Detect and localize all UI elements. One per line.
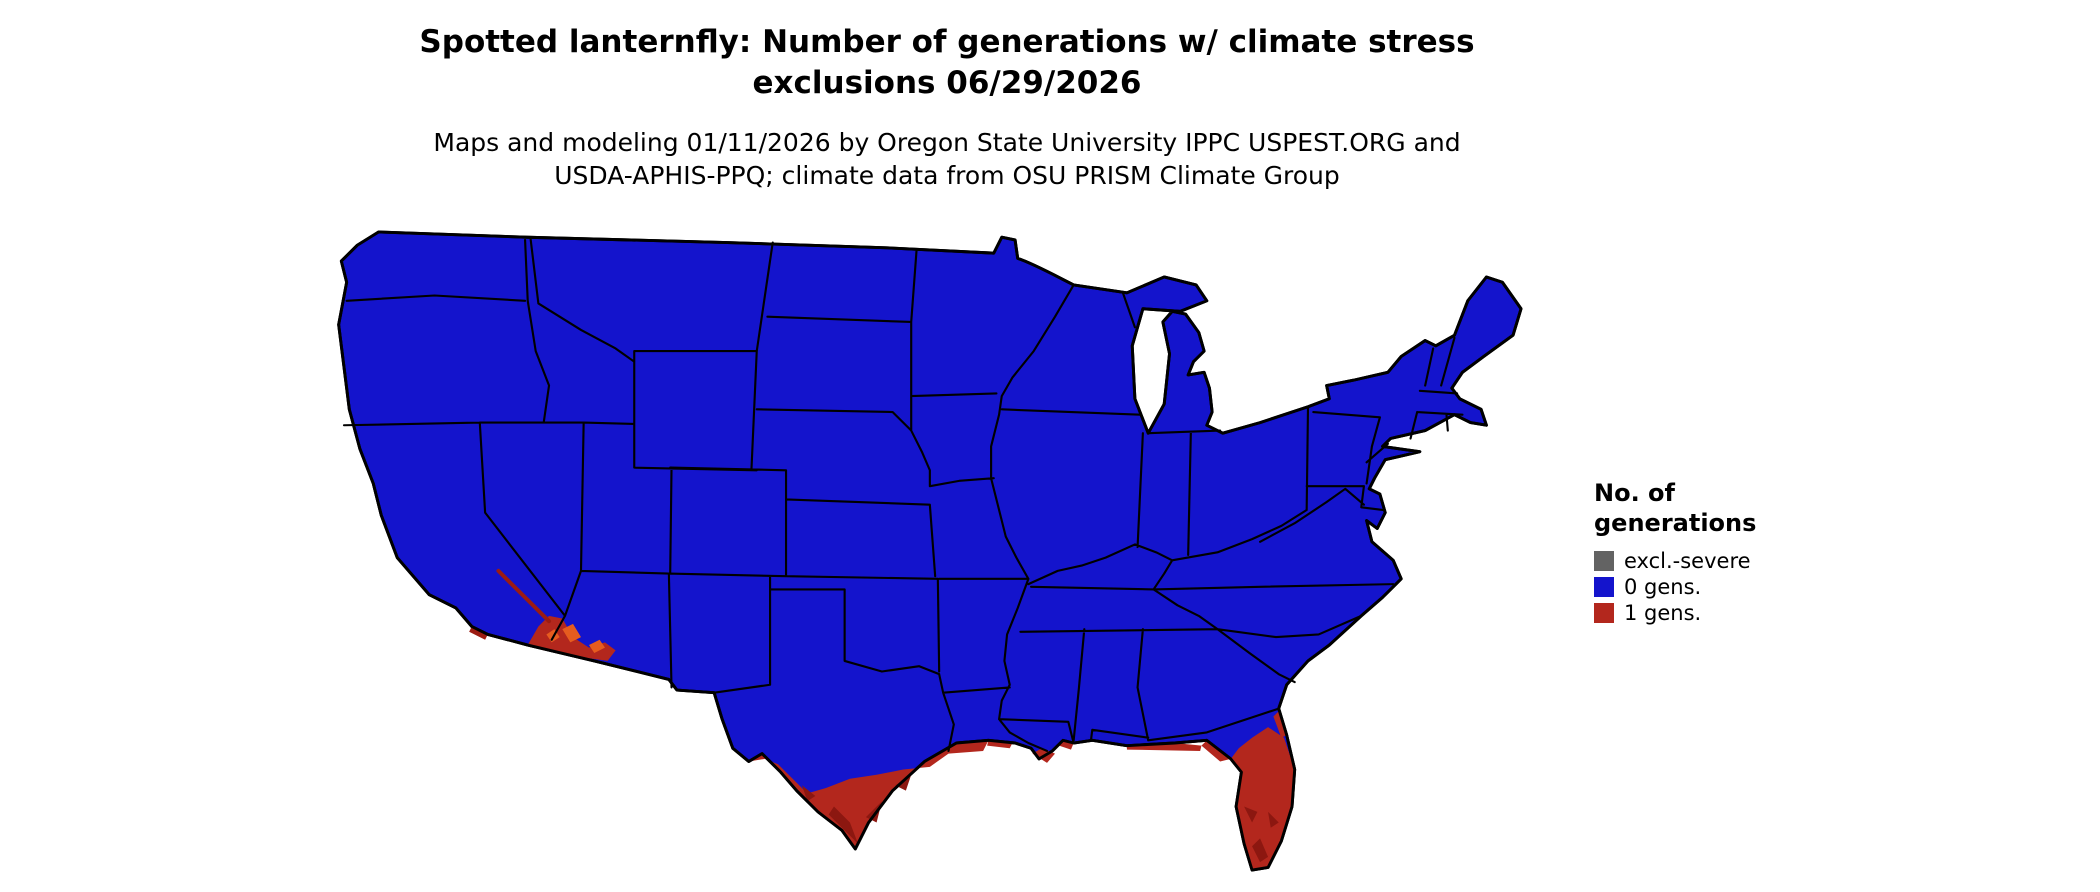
legend-item-1-gens: 1 gens.: [1594, 601, 1756, 625]
legend-item-excl-severe: excl.-severe: [1594, 549, 1756, 573]
legend: No. of generations excl.-severe 0 gens. …: [1594, 478, 1756, 628]
legend-swatch-0: [1594, 551, 1614, 571]
state-borders: [342, 236, 1464, 753]
map-title: Spotted lanternfly: Number of generation…: [0, 22, 1894, 104]
map-title-line-2: exclusions 06/29/2026: [752, 64, 1142, 101]
map-subtitle-line-2: USDA-APHIS-PPQ; climate data from OSU PR…: [554, 161, 1340, 191]
region-1gen-texas: [748, 740, 989, 849]
legend-item-label: 1 gens.: [1624, 601, 1702, 625]
map-title-line-1: Spotted lanternfly: Number of generation…: [419, 24, 1475, 60]
legend-title-line-2: generations: [1594, 509, 1757, 537]
region-1gen-florida-coastal-strips: [1126, 711, 1287, 762]
legend-item-0-gens: 0 gens.: [1594, 575, 1756, 599]
legend-swatch-2: [1594, 603, 1614, 623]
us-generations-map: [337, 230, 1523, 872]
header: Spotted lanternfly: Number of generation…: [0, 22, 1894, 193]
legend-swatch-1: [1594, 577, 1614, 597]
region-1gen-gulf-coast-patches: [987, 740, 1074, 763]
legend-item-label: 0 gens.: [1624, 575, 1702, 599]
map-subtitle: Maps and modeling 01/11/2026 by Oregon S…: [0, 126, 1894, 193]
region-1gen-florida: [1230, 727, 1295, 871]
map-subtitle-line-1: Maps and modeling 01/11/2026 by Oregon S…: [433, 127, 1461, 157]
region-1gen-hot-spots-arizona: [546, 623, 605, 653]
region-1gen-colorado-river-sliver: [496, 568, 552, 624]
legend-items: excl.-severe 0 gens. 1 gens.: [1594, 549, 1756, 625]
region-1gen-san-diego-border-speck: [469, 626, 488, 640]
legend-title-line-1: No. of: [1594, 479, 1675, 507]
legend-item-label: excl.-severe: [1624, 549, 1751, 573]
us-outline-stroke: [337, 230, 1523, 872]
